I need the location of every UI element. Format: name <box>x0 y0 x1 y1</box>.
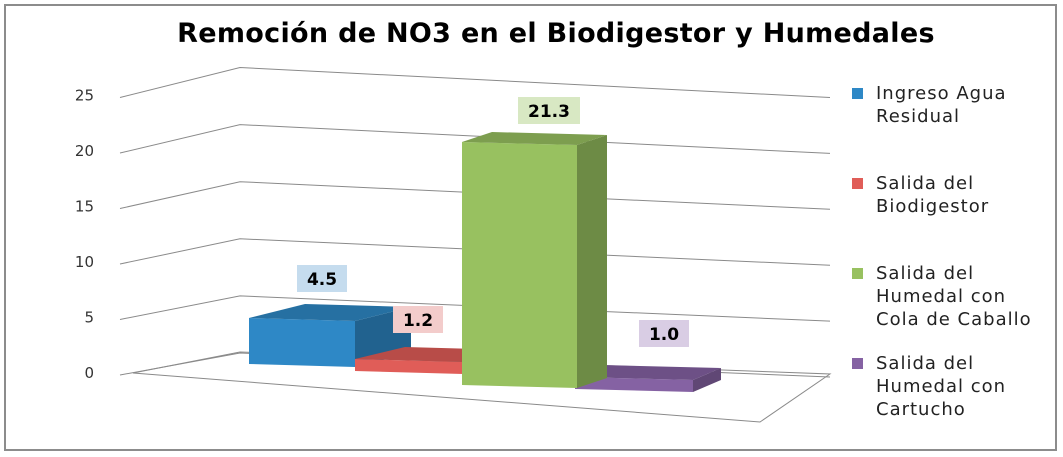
chart-floor <box>132 351 832 423</box>
bar-front <box>575 377 693 392</box>
data-label-2: 1.2 <box>393 306 443 333</box>
legend-swatch <box>852 268 863 279</box>
legend-label: Ingreso Agua Residual <box>876 83 1007 127</box>
bar-3 <box>462 132 607 388</box>
bar-front <box>355 359 463 374</box>
data-label-3: 21.3 <box>518 97 580 124</box>
legend-label: Salida del Humedal con Cartucho <box>876 353 1007 420</box>
y-tick-label: 20 <box>75 142 94 160</box>
bar-top <box>462 132 607 145</box>
data-label-bg <box>639 320 689 347</box>
y-tick-label: 15 <box>75 198 94 216</box>
y-tick-label: 25 <box>75 87 94 105</box>
legend-swatch <box>852 358 863 369</box>
legend-label: Salida del Biodigestor <box>876 173 990 217</box>
gridline <box>119 66 831 98</box>
y-tick-label: 10 <box>75 253 94 271</box>
bar-front <box>462 142 577 388</box>
data-label-text: 21.3 <box>528 102 570 122</box>
data-label-text: 4.5 <box>307 270 337 290</box>
legend-swatch <box>852 88 863 99</box>
data-label-text: 1.0 <box>649 325 679 345</box>
y-tick-label: 0 <box>84 364 94 382</box>
data-label-bg <box>393 306 443 333</box>
data-label-4: 1.0 <box>639 320 689 347</box>
data-label-1: 4.5 <box>297 265 347 292</box>
data-label-bg <box>297 265 347 292</box>
chart-title: Remoción de NO3 en el Biodigestor y Hume… <box>177 18 935 49</box>
data-label-bg <box>518 97 580 124</box>
legend-swatch <box>852 178 863 189</box>
bar-top <box>575 365 721 380</box>
gridline <box>119 181 831 210</box>
bar-top <box>249 304 411 321</box>
gridline <box>119 238 831 266</box>
bar-4 <box>575 365 721 392</box>
bar-side <box>693 368 721 392</box>
gridline <box>119 124 831 154</box>
y-tick-label: 5 <box>84 309 94 327</box>
bar-front <box>249 318 355 367</box>
gridline <box>119 295 831 322</box>
data-label-text: 1.2 <box>403 311 433 331</box>
legend-label: Salida del Humedal con Cola de Caballo <box>876 263 1032 330</box>
bar-side <box>577 135 607 388</box>
gridlines <box>119 66 831 378</box>
